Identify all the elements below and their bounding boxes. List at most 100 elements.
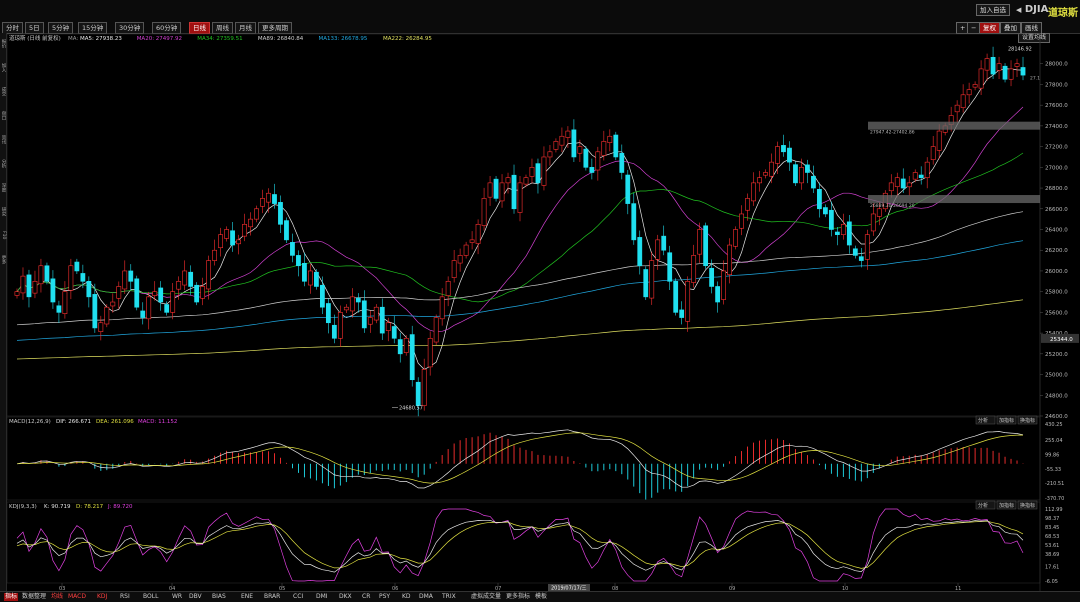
main-info-title: 道琼斯 (日线 前复权): [9, 34, 61, 42]
candle-body-166: [1008, 68, 1014, 80]
candle-body-97: [595, 151, 601, 171]
indicator-tab-17[interactable]: KD: [402, 593, 411, 600]
left-tab-6[interactable]: 深度: [1, 183, 6, 192]
period-tab-6[interactable]: 日线: [189, 22, 210, 34]
left-tab-4[interactable]: 资讯: [1, 135, 6, 144]
time-label-3: 06: [392, 586, 398, 591]
candle-body-87: [535, 163, 541, 184]
candle-body-31: [200, 286, 206, 299]
period-tab-4[interactable]: 30分钟: [115, 22, 145, 34]
left-tab-5[interactable]: 分析: [1, 159, 6, 168]
candle-body-143: [870, 213, 876, 232]
indicator-tab-9[interactable]: BIAS: [212, 593, 226, 600]
indicator-tab-12[interactable]: CCI: [293, 593, 304, 600]
candle-body-40: [254, 208, 259, 220]
kdj-axis-3: 68.53: [1045, 534, 1059, 540]
period-tab-0[interactable]: 分时: [2, 22, 23, 34]
candle-body-125: [763, 172, 768, 176]
left-tab-0[interactable]: 报价: [1, 39, 6, 48]
period-tab-2[interactable]: 5分钟: [48, 22, 74, 34]
indicator-tab-10[interactable]: ENE: [241, 593, 254, 600]
kdj-btn-2[interactable]: [1017, 500, 1038, 510]
candle-body-64: [397, 339, 403, 355]
candle-body-77: [475, 224, 481, 244]
indicator-tab-18[interactable]: DMA: [419, 593, 433, 600]
symbol-code-text: DJIA: [1024, 4, 1049, 15]
left-tab-8[interactable]: F10: [1, 231, 6, 240]
period-tab-3[interactable]: 15分钟: [78, 22, 108, 34]
indicator-tab-0[interactable]: 指标: [4, 593, 19, 601]
indicator-tab-21[interactable]: 更多指标: [506, 593, 531, 600]
kdj-btn-0[interactable]: [975, 500, 996, 510]
candle-body-61: [379, 306, 385, 334]
indicator-tab-4[interactable]: KDJ: [97, 593, 108, 600]
indicator-tab-22[interactable]: 模板: [535, 593, 548, 600]
candle-body-6: [50, 278, 56, 303]
indicator-tab-19[interactable]: TRIX: [442, 593, 456, 600]
indicator-tab-6[interactable]: BOLL: [143, 593, 159, 600]
period-tab-8[interactable]: 月线: [235, 22, 256, 34]
overlay-button[interactable]: 叠加: [1000, 22, 1021, 34]
ma-line-222: [16, 299, 1024, 360]
period-tab-7[interactable]: 周线: [212, 22, 233, 34]
adjust-button[interactable]: 复权: [979, 22, 1000, 34]
indicator-tab-2[interactable]: 均线: [51, 593, 64, 600]
candle-body-41: [260, 198, 265, 207]
candle-body-8: [62, 291, 68, 314]
panel-frame-0: [6, 33, 1041, 417]
macd-btn-1[interactable]: [996, 415, 1017, 425]
indicator-tab-11[interactable]: BRAR: [264, 593, 281, 600]
candle-body-89: [547, 151, 553, 158]
candle-body-117: [715, 286, 721, 303]
period-tab-5[interactable]: 60分钟: [152, 22, 182, 34]
candle-body-7: [56, 305, 62, 313]
indicator-tab-5[interactable]: RSI: [120, 593, 130, 600]
candle-body-82: [505, 177, 511, 184]
kdj-k: K: 90.719: [44, 504, 71, 510]
left-tab-2[interactable]: 成交: [1, 87, 6, 96]
left-tab-3[interactable]: 盘口: [1, 111, 6, 120]
macd-btn-0[interactable]: [975, 415, 996, 425]
indicator-tab-7[interactable]: WR: [172, 593, 183, 600]
add-watchlist-button[interactable]: 加入自选: [976, 4, 1010, 16]
kdj-btn-1[interactable]: [996, 500, 1017, 510]
indicator-tab-8[interactable]: DBV: [189, 593, 202, 600]
time-highlight-box: [548, 584, 590, 591]
indicator-tab-13[interactable]: DMI: [316, 593, 328, 600]
indicator-tab-14[interactable]: DKX: [339, 593, 352, 600]
ma-settings-button[interactable]: 设置均线: [1018, 33, 1051, 43]
candle-body-17: [116, 286, 122, 299]
candle-body-38: [242, 224, 247, 237]
candle-body-20: [134, 278, 140, 308]
ma-label: MA:: [68, 36, 78, 42]
left-tab-9[interactable]: 更多: [1, 255, 6, 264]
candle-body-110: [673, 281, 679, 313]
price-label-1: 27800.0: [1045, 82, 1068, 88]
indicator-tab-20[interactable]: 虚拟成交量: [471, 593, 502, 600]
candle-body-142: [864, 234, 870, 260]
time-label-8: 11: [955, 586, 961, 591]
indicator-tab-16[interactable]: PSY: [379, 593, 391, 600]
candle-body-33: [212, 249, 217, 261]
macd-btn-2[interactable]: [1017, 415, 1038, 425]
candle-body-58: [361, 300, 367, 329]
period-tab-1[interactable]: 5日: [25, 22, 44, 34]
period-tab-9[interactable]: 更多周期: [258, 22, 292, 34]
candle-body-27: [176, 281, 182, 290]
candle-body-136: [828, 209, 834, 230]
price-label-15: 25000.0: [1045, 373, 1068, 379]
indicator-tab-15[interactable]: CR: [362, 593, 371, 600]
macd-dif: DIF: 266.671: [56, 419, 91, 425]
left-tab-7[interactable]: 研究: [1, 207, 6, 216]
indicator-tab-1[interactable]: 数据整理: [22, 593, 47, 600]
candle-body-5: [44, 265, 50, 282]
left-tab-1[interactable]: 加入: [1, 63, 6, 72]
candle-body-158: [960, 94, 966, 108]
macd-dea: DEA: 261.096: [96, 419, 134, 425]
time-label-7: 10: [842, 586, 848, 591]
candle-body-133: [811, 175, 816, 189]
indicator-tab-3[interactable]: MACD: [68, 593, 86, 600]
candle-body-120: [733, 229, 738, 247]
candle-body-46: [290, 242, 295, 256]
candle-body-116: [709, 267, 715, 287]
